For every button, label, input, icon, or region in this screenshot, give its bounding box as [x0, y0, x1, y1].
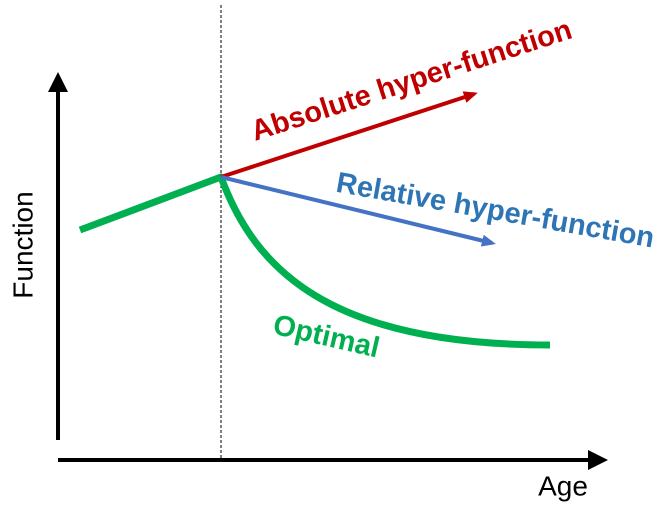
relative-label: Relative hyper-function: [334, 167, 657, 254]
optimal-curve: [78, 173, 551, 349]
y-axis-arrow: [48, 72, 68, 92]
absolute-label: Absolute hyper-function: [247, 14, 576, 148]
relative-arrow: [220, 175, 496, 247]
x-axis-arrow: [588, 450, 608, 470]
absolute-arrow: [220, 91, 478, 179]
y-axis-label: Function: [7, 191, 38, 298]
x-axis-label: Age: [538, 470, 588, 501]
